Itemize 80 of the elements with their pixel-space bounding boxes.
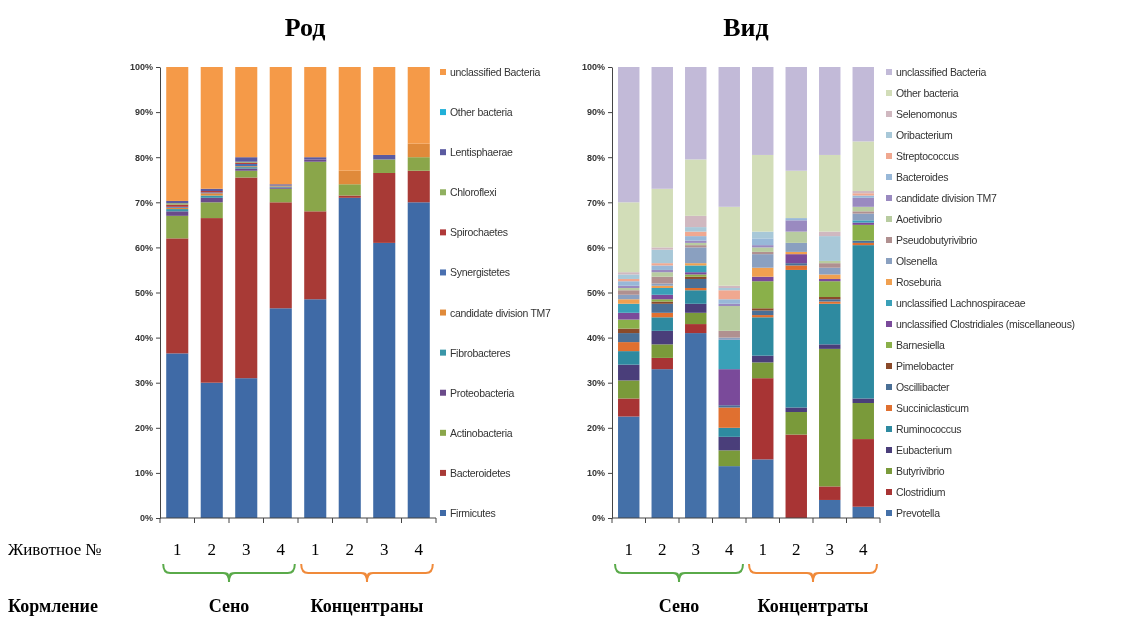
legend-label: Firmicutes — [450, 507, 496, 519]
legend-label: unclassified Bacteria — [450, 66, 541, 78]
x-tick-label: 1 — [624, 540, 633, 559]
legend-label: Other bacteria — [450, 106, 513, 119]
legend-label: Clostridium — [896, 486, 946, 498]
legend-label: Fibrobacteres — [450, 346, 511, 359]
y-tick-label: 100% — [581, 62, 605, 73]
x-tick-label: 3 — [691, 540, 700, 559]
legend-label: Barnesiella — [896, 339, 946, 351]
x-tick-label: 1 — [311, 540, 320, 559]
legend-label: Streptococcus — [896, 150, 959, 162]
x-tick-label: 3 — [380, 540, 389, 559]
legend-label: Ruminococcus — [896, 423, 962, 435]
x-tick-label: 2 — [658, 540, 667, 559]
legend-label: unclassified Clostridiales (miscellaneous) — [896, 318, 1075, 330]
y-tick-label: 30% — [586, 378, 605, 389]
text: Животное № — [8, 540, 102, 559]
legend-label: Lentisphaerae — [450, 146, 514, 159]
legend-label: Bacteroidetes — [450, 466, 511, 479]
y-tick-label: 70% — [134, 197, 153, 208]
y-tick-label: 20% — [586, 423, 605, 434]
text: Концентраны — [310, 596, 424, 616]
legend-label: Other bacteria — [896, 87, 959, 99]
y-tick-label: 70% — [586, 197, 605, 208]
legend-label: Olsenella — [896, 255, 938, 267]
x-tick-label: 4 — [859, 540, 868, 559]
legend-label: Roseburia — [896, 276, 942, 288]
legend-label: Pseudobutyrivibrio — [896, 234, 978, 246]
x-tick-label: 2 — [792, 540, 801, 559]
text: Концентраты — [757, 596, 869, 616]
legend-label: Succiniclasticum — [896, 402, 970, 414]
y-tick-label: 20% — [134, 423, 153, 434]
legend-label: Proteobacteria — [450, 386, 515, 399]
y-tick-label: 80% — [134, 152, 153, 163]
x-tick-label: 2 — [345, 540, 354, 559]
legend-label: candidate division TM7 — [450, 306, 552, 319]
y-tick-label: 0% — [591, 513, 605, 524]
legend-label: Prevotella — [896, 507, 941, 519]
y-tick-label: 40% — [586, 332, 605, 343]
y-tick-label: 0% — [139, 513, 153, 524]
legend-label: Pimelobacter — [896, 360, 955, 372]
legend-label: Bacteroides — [896, 171, 949, 183]
legend-label: Aoetivibrio — [896, 213, 943, 225]
x-tick-label: 3 — [825, 540, 834, 559]
chart-title: Вид — [723, 13, 769, 42]
text: Кормление — [8, 596, 98, 616]
y-tick-label: 50% — [586, 287, 605, 298]
text: Сено — [658, 596, 700, 616]
x-tick-label: 1 — [173, 540, 182, 559]
y-tick-label: 100% — [129, 62, 153, 73]
legend-label: Spirochaetes — [450, 226, 508, 239]
legend-label: candidate division TM7 — [896, 192, 998, 204]
text: Сено — [208, 596, 250, 616]
y-tick-label: 40% — [134, 332, 153, 343]
legend-label: unclassified Bacteria — [896, 66, 987, 78]
legend-label: unclassified Lachnospiraceae — [896, 297, 1026, 309]
x-tick-label: 1 — [758, 540, 767, 559]
y-tick-label: 10% — [586, 468, 605, 479]
x-tick-label: 4 — [725, 540, 734, 559]
legend-label: Oribacterium — [896, 129, 954, 141]
y-tick-label: 60% — [586, 242, 605, 253]
x-tick-label: 4 — [414, 540, 424, 559]
legend-label: Chloroflexi — [450, 186, 497, 199]
legend-label: Eubacterium — [896, 444, 953, 456]
x-tick-label: 2 — [207, 540, 216, 559]
legend-label: Oscillibacter — [896, 381, 951, 393]
legend-label: Butyrivibrio — [896, 465, 945, 477]
legend-label: Synergistetes — [450, 266, 510, 279]
y-tick-label: 80% — [586, 152, 605, 163]
chart-title: Род — [284, 13, 326, 42]
y-tick-label: 50% — [134, 287, 153, 298]
y-tick-label: 90% — [586, 107, 605, 118]
y-tick-label: 10% — [134, 468, 153, 479]
y-tick-label: 60% — [134, 242, 153, 253]
legend-label: Selenomonus — [896, 108, 957, 120]
y-tick-label: 30% — [134, 378, 153, 389]
x-tick-label: 3 — [242, 540, 251, 559]
legend-label: Actinobacteria — [450, 426, 513, 439]
x-tick-label: 4 — [276, 540, 286, 559]
y-tick-label: 90% — [134, 107, 153, 118]
